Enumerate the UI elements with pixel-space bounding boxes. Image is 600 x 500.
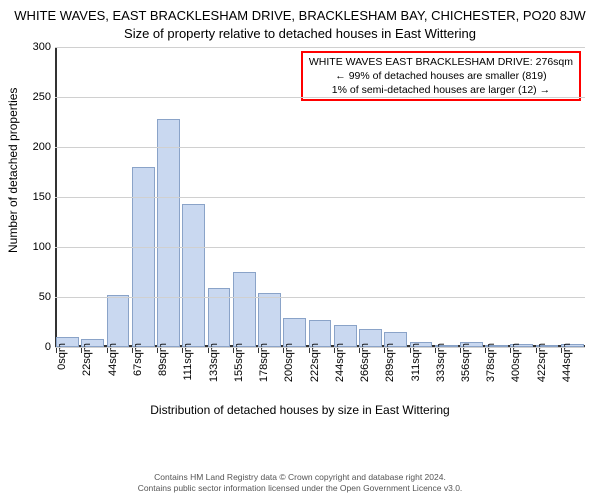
bar — [233, 272, 256, 347]
gridline — [55, 47, 585, 48]
gridline — [55, 347, 585, 348]
bar — [157, 119, 180, 347]
gridline — [55, 297, 585, 298]
gridline — [55, 247, 585, 248]
x-tick-label: 200sqm — [283, 343, 295, 382]
plot-area: WHITE WAVES EAST BRACKLESHAM DRIVE: 276s… — [55, 47, 585, 347]
bar — [132, 167, 155, 347]
bar — [107, 295, 130, 347]
y-tick-label: 0 — [17, 341, 51, 353]
x-tick-label: 266sqm — [359, 343, 371, 382]
x-tick-label: 400sqm — [510, 343, 522, 382]
footer: Contains HM Land Registry data © Crown c… — [0, 472, 600, 494]
chart-title: WHITE WAVES, EAST BRACKLESHAM DRIVE, BRA… — [6, 8, 594, 24]
y-tick-label: 300 — [17, 41, 51, 53]
y-axis-label: Number of detached properties — [6, 88, 20, 253]
x-tick-label: 178sqm — [258, 343, 270, 382]
bar — [182, 204, 205, 347]
x-tick-label: 356sqm — [460, 343, 472, 382]
gridline — [55, 147, 585, 148]
y-tick-label: 50 — [17, 291, 51, 303]
y-tick-label: 100 — [17, 241, 51, 253]
bar — [258, 293, 281, 347]
footer-line-1: Contains HM Land Registry data © Crown c… — [0, 472, 600, 483]
x-tick-label: 311sqm — [410, 343, 422, 381]
x-tick-label: 422sqm — [536, 343, 548, 382]
x-tick-label: 222sqm — [309, 343, 321, 382]
x-tick-label: 333sqm — [435, 343, 447, 382]
chart-container: WHITE WAVES, EAST BRACKLESHAM DRIVE, BRA… — [0, 0, 600, 500]
gridline — [55, 197, 585, 198]
chart-subtitle: Size of property relative to detached ho… — [6, 26, 594, 42]
y-tick-label: 150 — [17, 191, 51, 203]
footer-line-2: Contains public sector information licen… — [0, 483, 600, 494]
x-axis-label: Distribution of detached houses by size … — [0, 403, 600, 417]
x-tick-label: 133sqm — [208, 343, 220, 382]
x-tick-label: 155sqm — [233, 343, 245, 382]
y-tick-label: 250 — [17, 91, 51, 103]
x-tick-label: 289sqm — [384, 343, 396, 382]
x-tick-label: 111sqm — [182, 343, 194, 381]
x-tick-label: 444sqm — [561, 343, 573, 382]
x-tick-label: 244sqm — [334, 343, 346, 382]
gridline — [55, 97, 585, 98]
y-tick-label: 200 — [17, 141, 51, 153]
x-tick-label: 378sqm — [485, 343, 497, 382]
